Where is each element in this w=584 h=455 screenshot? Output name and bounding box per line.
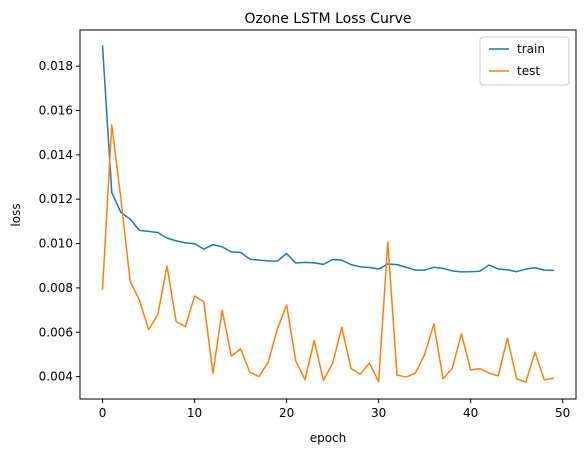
x-axis-label: epoch xyxy=(310,431,347,445)
y-axis-label: loss xyxy=(9,203,23,226)
y-tick-label: 0.008 xyxy=(39,281,73,295)
series-line-train xyxy=(101,45,555,273)
x-tick-label: 20 xyxy=(279,406,294,420)
y-axis: 0.004 0.006 0.008 0.010 0.012 0.014 0.016 0.018 xyxy=(39,59,80,384)
y-tick-label: 0.018 xyxy=(39,59,73,73)
x-tick-label: 0 xyxy=(99,406,107,420)
x-tick-label: 40 xyxy=(463,406,478,420)
chart-title: Ozone LSTM Loss Curve xyxy=(244,11,411,27)
y-tick-label: 0.010 xyxy=(39,237,73,251)
y-tick-label: 0.006 xyxy=(39,325,73,339)
x-axis: 0 10 20 30 40 50 xyxy=(99,399,570,420)
y-tick-label: 0.016 xyxy=(39,103,73,117)
series-line-test xyxy=(101,124,555,383)
legend-train-label: train xyxy=(517,42,545,56)
y-tick-label: 0.012 xyxy=(39,192,73,206)
y-tick-label: 0.004 xyxy=(39,370,73,384)
legend-test-label: test xyxy=(517,64,540,78)
x-tick-label: 10 xyxy=(187,406,202,420)
x-tick-label: 30 xyxy=(371,406,386,420)
plot-series xyxy=(101,45,555,383)
plot-frame xyxy=(79,29,577,400)
x-tick-label: 50 xyxy=(555,406,570,420)
y-tick-label: 0.014 xyxy=(39,148,73,162)
legend: train test xyxy=(479,36,570,86)
